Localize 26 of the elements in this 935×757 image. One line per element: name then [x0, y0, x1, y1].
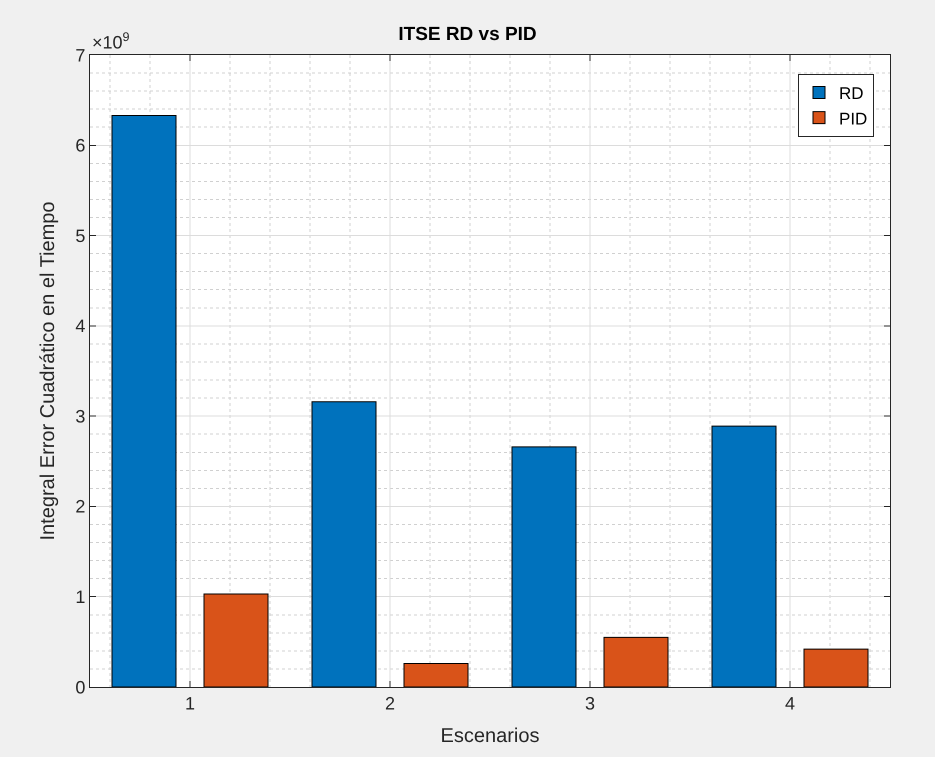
bar — [512, 446, 576, 687]
bar — [112, 114, 176, 687]
x-tick-label: 3 — [584, 694, 596, 714]
text: ×10$^{9}$ — [92, 30, 130, 53]
y-tick-label: 4 — [75, 316, 86, 336]
y-tick-label: 7 — [75, 45, 86, 66]
x-tick-label: 4 — [784, 694, 796, 714]
y-axis-title: Integral Error Cuadrático en el Tiempo — [36, 201, 59, 541]
bar — [804, 648, 868, 687]
y-tick-label: 6 — [75, 136, 86, 156]
bar — [404, 663, 468, 687]
y-tick-label: 0 — [75, 677, 86, 698]
bar — [604, 636, 668, 687]
y-tick-label: 3 — [75, 406, 86, 426]
legend-label: RD — [839, 84, 864, 104]
y-tick-label: 1 — [75, 587, 86, 608]
legend-label: PID — [839, 109, 868, 128]
x-tick-label: 1 — [184, 694, 196, 714]
y-tick-label: 2 — [75, 496, 86, 517]
bar — [204, 594, 268, 687]
x-tick-label: 2 — [384, 694, 396, 714]
chart-title: ITSE RD vs PID — [398, 24, 537, 45]
x-axis-title: Escenarios — [440, 725, 540, 748]
bar — [312, 401, 376, 687]
y-tick-label: 5 — [75, 226, 86, 246]
bar — [712, 426, 776, 687]
